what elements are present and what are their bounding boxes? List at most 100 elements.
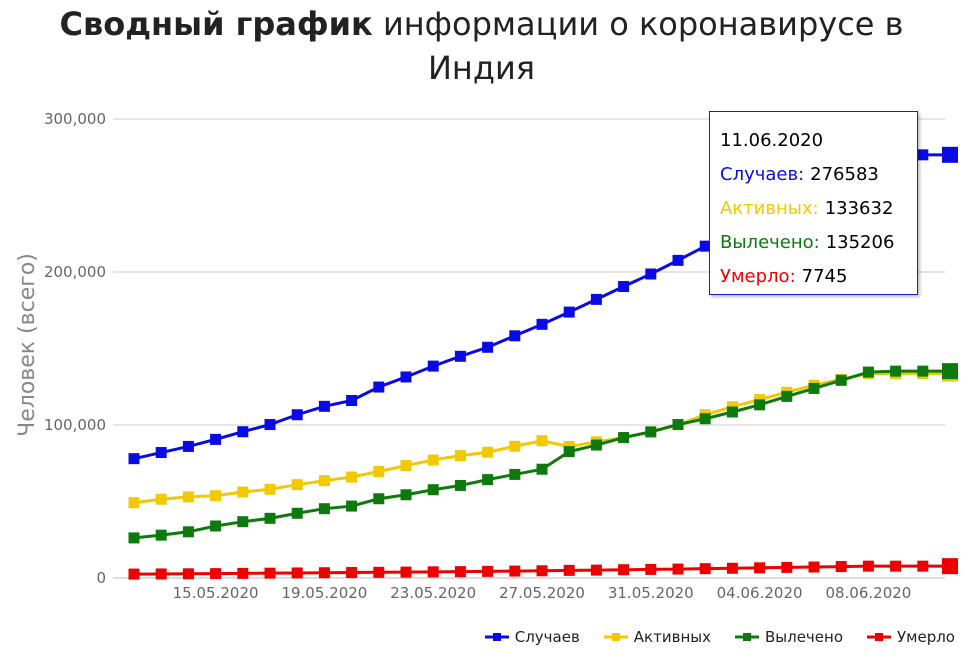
- data-point[interactable]: [942, 146, 958, 163]
- data-point[interactable]: [291, 409, 303, 421]
- data-point[interactable]: [509, 468, 521, 480]
- data-point[interactable]: [291, 507, 303, 519]
- data-point[interactable]: [454, 479, 466, 491]
- data-point[interactable]: [400, 460, 412, 472]
- data-point[interactable]: [210, 520, 222, 532]
- data-point[interactable]: [291, 567, 303, 579]
- data-point[interactable]: [237, 516, 249, 528]
- data-point[interactable]: [427, 566, 439, 578]
- data-point[interactable]: [754, 399, 766, 411]
- data-point[interactable]: [155, 568, 167, 580]
- data-point[interactable]: [942, 558, 958, 575]
- data-point[interactable]: [862, 560, 874, 572]
- data-point[interactable]: [672, 254, 684, 266]
- data-point[interactable]: [808, 561, 820, 573]
- data-point[interactable]: [726, 406, 738, 418]
- data-point[interactable]: [373, 381, 385, 393]
- data-point[interactable]: [128, 568, 140, 580]
- data-point[interactable]: [264, 419, 276, 431]
- data-point[interactable]: [128, 453, 140, 465]
- data-point[interactable]: [726, 562, 738, 574]
- data-point[interactable]: [318, 503, 330, 515]
- data-point[interactable]: [781, 390, 793, 402]
- data-point[interactable]: [536, 318, 548, 330]
- data-point[interactable]: [672, 419, 684, 431]
- data-point[interactable]: [182, 526, 194, 538]
- data-point[interactable]: [346, 471, 358, 483]
- data-point[interactable]: [699, 413, 711, 425]
- data-point[interactable]: [373, 566, 385, 578]
- data-point[interactable]: [672, 563, 684, 575]
- data-point[interactable]: [618, 281, 630, 293]
- data-point[interactable]: [291, 479, 303, 491]
- data-point[interactable]: [210, 490, 222, 502]
- data-point[interactable]: [427, 360, 439, 372]
- data-point[interactable]: [618, 564, 630, 576]
- data-point[interactable]: [400, 489, 412, 501]
- data-point[interactable]: [509, 440, 521, 452]
- data-point[interactable]: [155, 529, 167, 541]
- data-point[interactable]: [563, 306, 575, 318]
- data-point[interactable]: [237, 567, 249, 579]
- data-point[interactable]: [264, 483, 276, 495]
- data-point[interactable]: [482, 446, 494, 458]
- data-point[interactable]: [400, 371, 412, 383]
- data-point[interactable]: [536, 565, 548, 577]
- data-point[interactable]: [210, 433, 222, 445]
- data-point[interactable]: [318, 567, 330, 579]
- data-point[interactable]: [862, 366, 874, 378]
- data-point[interactable]: [237, 486, 249, 498]
- data-point[interactable]: [699, 240, 711, 252]
- data-point[interactable]: [155, 493, 167, 505]
- data-point[interactable]: [128, 497, 140, 509]
- data-point[interactable]: [536, 435, 548, 447]
- data-point[interactable]: [346, 395, 358, 407]
- legend-item[interactable]: Вылечено: [734, 628, 843, 646]
- data-point[interactable]: [890, 560, 902, 572]
- data-point[interactable]: [155, 447, 167, 459]
- data-point[interactable]: [346, 500, 358, 512]
- data-point[interactable]: [754, 562, 766, 574]
- data-point[interactable]: [942, 363, 958, 380]
- data-point[interactable]: [890, 365, 902, 377]
- data-point[interactable]: [482, 341, 494, 353]
- legend-item[interactable]: Активных: [603, 628, 711, 646]
- data-point[interactable]: [645, 268, 657, 280]
- data-point[interactable]: [917, 560, 929, 572]
- data-point[interactable]: [509, 330, 521, 342]
- data-point[interactable]: [482, 474, 494, 486]
- data-point[interactable]: [373, 493, 385, 505]
- data-point[interactable]: [264, 512, 276, 524]
- data-point[interactable]: [318, 400, 330, 412]
- data-point[interactable]: [835, 561, 847, 573]
- data-point[interactable]: [590, 564, 602, 576]
- data-point[interactable]: [618, 432, 630, 444]
- data-point[interactable]: [536, 463, 548, 475]
- data-point[interactable]: [182, 491, 194, 503]
- data-point[interactable]: [128, 532, 140, 544]
- legend-item[interactable]: Случаев: [484, 628, 580, 646]
- data-point[interactable]: [454, 566, 466, 578]
- data-point[interactable]: [264, 567, 276, 579]
- data-point[interactable]: [182, 568, 194, 580]
- data-point[interactable]: [346, 567, 358, 579]
- data-point[interactable]: [645, 426, 657, 438]
- data-point[interactable]: [917, 149, 929, 161]
- data-point[interactable]: [835, 374, 847, 386]
- data-point[interactable]: [318, 475, 330, 487]
- data-point[interactable]: [563, 564, 575, 576]
- data-point[interactable]: [454, 350, 466, 362]
- data-point[interactable]: [427, 484, 439, 496]
- data-point[interactable]: [454, 450, 466, 462]
- data-point[interactable]: [563, 446, 575, 458]
- data-point[interactable]: [781, 561, 793, 573]
- data-point[interactable]: [482, 565, 494, 577]
- data-point[interactable]: [590, 439, 602, 451]
- data-point[interactable]: [182, 440, 194, 452]
- data-point[interactable]: [645, 563, 657, 575]
- data-point[interactable]: [373, 466, 385, 478]
- data-point[interactable]: [509, 565, 521, 577]
- data-point[interactable]: [699, 563, 711, 575]
- data-point[interactable]: [808, 382, 820, 394]
- data-point[interactable]: [237, 426, 249, 438]
